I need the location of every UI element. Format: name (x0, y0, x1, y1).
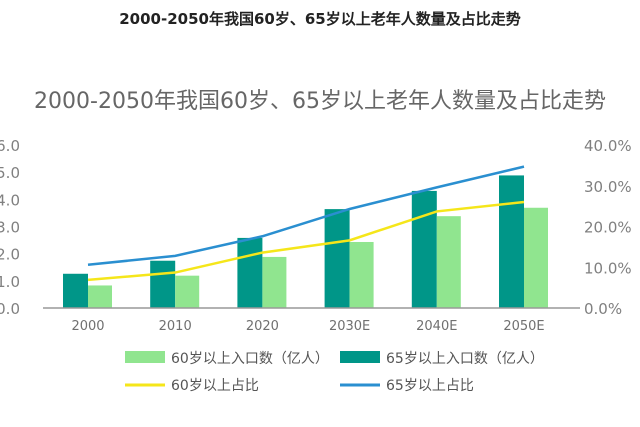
bar-60-count (175, 275, 200, 308)
y-right-tick: 40.0% (584, 137, 632, 155)
y-right-tick: 10.0% (584, 259, 632, 277)
bar-65-count (237, 237, 263, 308)
x-tick: 2000 (71, 319, 104, 334)
y-right-tick: 30.0% (584, 178, 632, 196)
y-left-tick: 4.0 (0, 191, 20, 209)
line-60-share (87, 200, 525, 282)
bar-65-count (324, 209, 350, 308)
bar-65-count (411, 190, 437, 308)
legend-swatch (125, 351, 165, 363)
x-tick: 2010 (159, 319, 192, 334)
x-tick: 2040E (416, 319, 457, 334)
bar-60-count (349, 241, 374, 308)
header-title: 2000-2050年我国60岁、65岁以上老年人数量及占比走势 (119, 10, 521, 28)
y-right-tick: 20.0% (584, 219, 632, 237)
legend-label: 65岁以上入口数（亿人） (386, 351, 544, 367)
bar-65-count (63, 273, 88, 308)
y-left-tick: 5.0 (0, 164, 20, 182)
y-left-tick: 0.0 (0, 300, 20, 318)
bar-60-count (524, 207, 548, 308)
y-left-tick: 1.0 (0, 273, 20, 291)
legend-label: 60岁以上入口数（亿人） (171, 351, 329, 367)
x-tick: 2020 (246, 319, 279, 334)
bar-60-count (262, 256, 287, 308)
x-tick: 2050E (503, 319, 544, 334)
line-65-share (87, 165, 525, 267)
x-tick: 2030E (329, 319, 370, 334)
y-right-tick: 0.0% (584, 300, 622, 318)
y-left-tick: 6.0 (0, 137, 20, 155)
bar-60-count (88, 285, 112, 308)
y-left-tick: 3.0 (0, 219, 20, 237)
y-left-tick: 2.0 (0, 246, 20, 264)
legend-swatch (340, 351, 380, 363)
legend-label: 65岁以上占比 (386, 378, 474, 394)
bar-65-count (150, 260, 176, 308)
chart-title: 2000-2050年我国60岁、65岁以上老年人数量及占比走势 (34, 89, 606, 114)
bar-60-count (436, 216, 461, 308)
bar-65-count (499, 175, 524, 308)
legend-label: 60岁以上占比 (171, 378, 259, 394)
